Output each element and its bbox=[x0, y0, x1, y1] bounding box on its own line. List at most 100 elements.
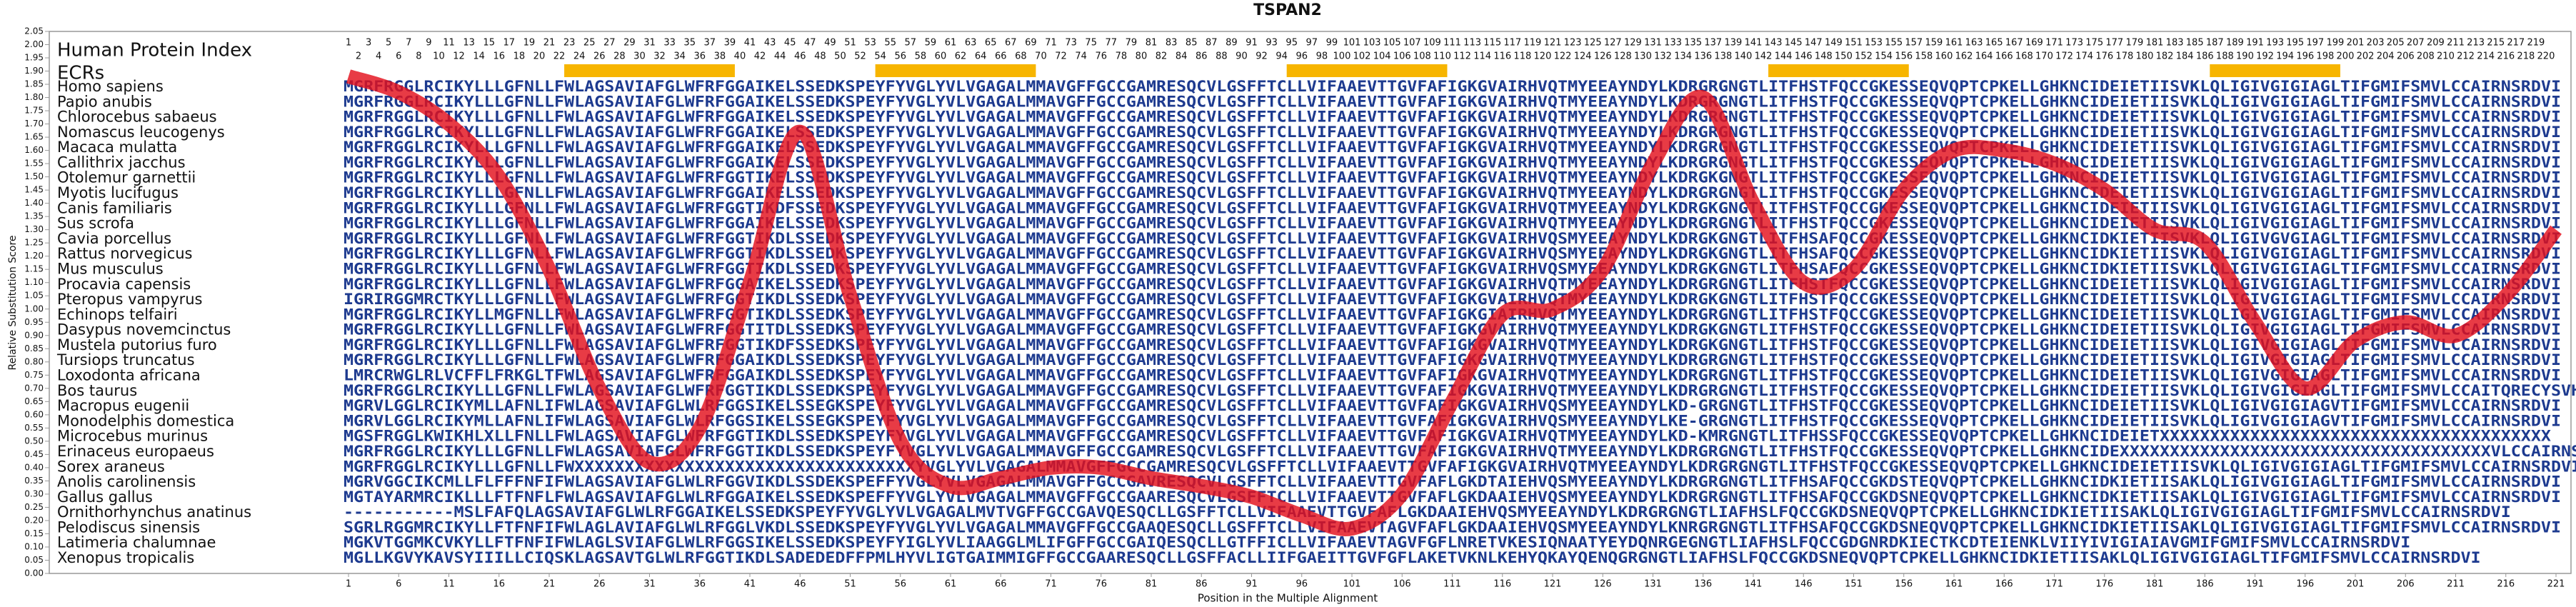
x-tick-label: 81 bbox=[1146, 579, 1158, 590]
index-number: 117 bbox=[1503, 38, 1521, 49]
index-number: 150 bbox=[1835, 51, 1853, 62]
index-number: 104 bbox=[1373, 51, 1391, 62]
index-number: 112 bbox=[1453, 51, 1471, 62]
species-name: Dasypus novemcinctus bbox=[57, 321, 231, 338]
x-tick-label: 76 bbox=[1095, 579, 1107, 590]
index-number: 72 bbox=[1055, 51, 1067, 62]
y-tick-label: 1.85 bbox=[24, 79, 44, 89]
index-number: 27 bbox=[603, 38, 616, 49]
species-name: Chlorocebus sabaeus bbox=[57, 109, 217, 126]
species-name: Tursiops truncatus bbox=[56, 351, 195, 368]
index-number: 61 bbox=[945, 38, 957, 49]
index-number: 211 bbox=[2447, 38, 2465, 49]
index-number: 88 bbox=[1216, 51, 1228, 62]
species-name: Myotis lucifugus bbox=[57, 184, 179, 201]
index-number: 37 bbox=[704, 38, 716, 49]
sequence: MGRFRGGLRCIKYLLLGFNLLFWLAGSAVIAFGLWFRFGG… bbox=[344, 336, 2561, 353]
index-number: 70 bbox=[1035, 51, 1047, 62]
index-number: 108 bbox=[1413, 51, 1431, 62]
index-number: 71 bbox=[1045, 38, 1057, 49]
index-number: 3 bbox=[366, 38, 371, 49]
index-number: 206 bbox=[2397, 51, 2415, 62]
y-tick-label: 1.60 bbox=[24, 145, 44, 155]
index-number: 124 bbox=[1574, 51, 1592, 62]
index-number: 32 bbox=[653, 51, 666, 62]
x-tick-label: 31 bbox=[643, 579, 656, 590]
index-number: 144 bbox=[1775, 51, 1793, 62]
y-tick-label: 1.80 bbox=[24, 92, 44, 102]
y-tick-label: 0.70 bbox=[24, 383, 44, 393]
index-number: 151 bbox=[1845, 38, 1863, 49]
index-number: 60 bbox=[935, 51, 947, 62]
sequence: -----------MSLFAFQLAGSAVIAFGLWLRFGGAIKEL… bbox=[344, 503, 2511, 521]
index-number: 121 bbox=[1544, 38, 1562, 49]
x-tick-label: 46 bbox=[794, 579, 806, 590]
index-number: 160 bbox=[1935, 51, 1953, 62]
y-tick-label: 0.30 bbox=[24, 488, 44, 498]
index-number: 13 bbox=[463, 38, 475, 49]
index-number: 33 bbox=[663, 38, 676, 49]
index-number: 39 bbox=[724, 38, 736, 49]
index-number: 100 bbox=[1333, 51, 1351, 62]
index-number: 93 bbox=[1266, 38, 1278, 49]
y-tick-label: 0.95 bbox=[24, 317, 44, 327]
index-number: 5 bbox=[386, 38, 391, 49]
index-number: 90 bbox=[1236, 51, 1248, 62]
index-number: 214 bbox=[2477, 51, 2495, 62]
index-number: 181 bbox=[2146, 38, 2164, 49]
ecr-bar bbox=[1768, 64, 1909, 77]
sequence: MGRFRGGLRCIKYLLLGFNLLFWLAGSAVIAFGLWFRFGG… bbox=[344, 169, 2561, 186]
index-number: 161 bbox=[1945, 38, 1963, 49]
index-number: 30 bbox=[633, 51, 646, 62]
index-number: 212 bbox=[2457, 51, 2475, 62]
index-number: 145 bbox=[1785, 38, 1803, 49]
index-number: 94 bbox=[1276, 51, 1288, 62]
sequence: MGRFRGGLRCIKYLLLGFNLLFWLAGSAVIAFGLWFRFGG… bbox=[344, 260, 2561, 277]
ecr-bar bbox=[564, 64, 735, 77]
y-tick-label: 0.35 bbox=[24, 476, 44, 486]
index-number: 137 bbox=[1704, 38, 1722, 49]
species-name: Loxodonta africana bbox=[57, 367, 201, 384]
index-number: 200 bbox=[2337, 51, 2355, 62]
x-tick-label: 41 bbox=[744, 579, 756, 590]
sequence: MGRFRGGLRCIKYLLLGFNLLFWLAGSAVIAFGLWFRFGG… bbox=[344, 443, 2576, 460]
index-number: 136 bbox=[1694, 51, 1712, 62]
index-number: 162 bbox=[1955, 51, 1973, 62]
index-number: 14 bbox=[473, 51, 485, 62]
index-number: 89 bbox=[1226, 38, 1238, 49]
y-tick-label: 1.65 bbox=[24, 132, 44, 142]
species-name: Erinaceus europaeus bbox=[57, 443, 214, 460]
index-number: 98 bbox=[1316, 51, 1328, 62]
species-name: Homo sapiens bbox=[57, 78, 164, 95]
sequence: MGTAYARMRCIKLLLFTFNFLFWLAGSAVIAFGLWLRFGG… bbox=[344, 488, 2561, 506]
index-number: 148 bbox=[1815, 51, 1833, 62]
y-tick-label: 1.05 bbox=[24, 291, 44, 301]
index-number: 135 bbox=[1684, 38, 1702, 49]
index-number: 4 bbox=[376, 51, 381, 62]
y-tick-label: 0.40 bbox=[24, 462, 44, 472]
y-tick-label: 0.00 bbox=[24, 568, 44, 578]
index-number: 193 bbox=[2266, 38, 2284, 49]
index-number: 16 bbox=[493, 51, 505, 62]
index-number: 67 bbox=[1005, 38, 1017, 49]
index-number: 10 bbox=[433, 51, 445, 62]
index-number: 118 bbox=[1513, 51, 1531, 62]
sequence: MGRFRGGLRCIKYLLLGFNLLFWLAGSAVIAFGLWFRFGG… bbox=[344, 184, 2561, 201]
x-tick-label: 221 bbox=[2547, 579, 2565, 590]
y-tick-label: 0.55 bbox=[24, 423, 44, 433]
index-number: 55 bbox=[884, 38, 896, 49]
sequence: MGRFRGGLRCIKYLLLGFNLLFWLAGSAVIAFGLWFRFGG… bbox=[344, 139, 2561, 156]
index-number: 174 bbox=[2075, 51, 2093, 62]
species-name: Cavia porcellus bbox=[57, 230, 171, 247]
x-tick-label: 216 bbox=[2497, 579, 2515, 590]
x-axis-label: Position in the Multiple Alignment bbox=[1198, 592, 1378, 605]
index-number: 142 bbox=[1755, 51, 1773, 62]
species-name: Bos taurus bbox=[57, 382, 137, 399]
index-number: 187 bbox=[2206, 38, 2224, 49]
index-number: 26 bbox=[593, 51, 606, 62]
y-tick-label: 1.70 bbox=[24, 119, 44, 129]
species-name: Rattus norvegicus bbox=[57, 245, 193, 262]
index-number: 132 bbox=[1654, 51, 1672, 62]
index-number: 177 bbox=[2105, 38, 2123, 49]
species-name: Anolis carolinensis bbox=[57, 473, 196, 491]
